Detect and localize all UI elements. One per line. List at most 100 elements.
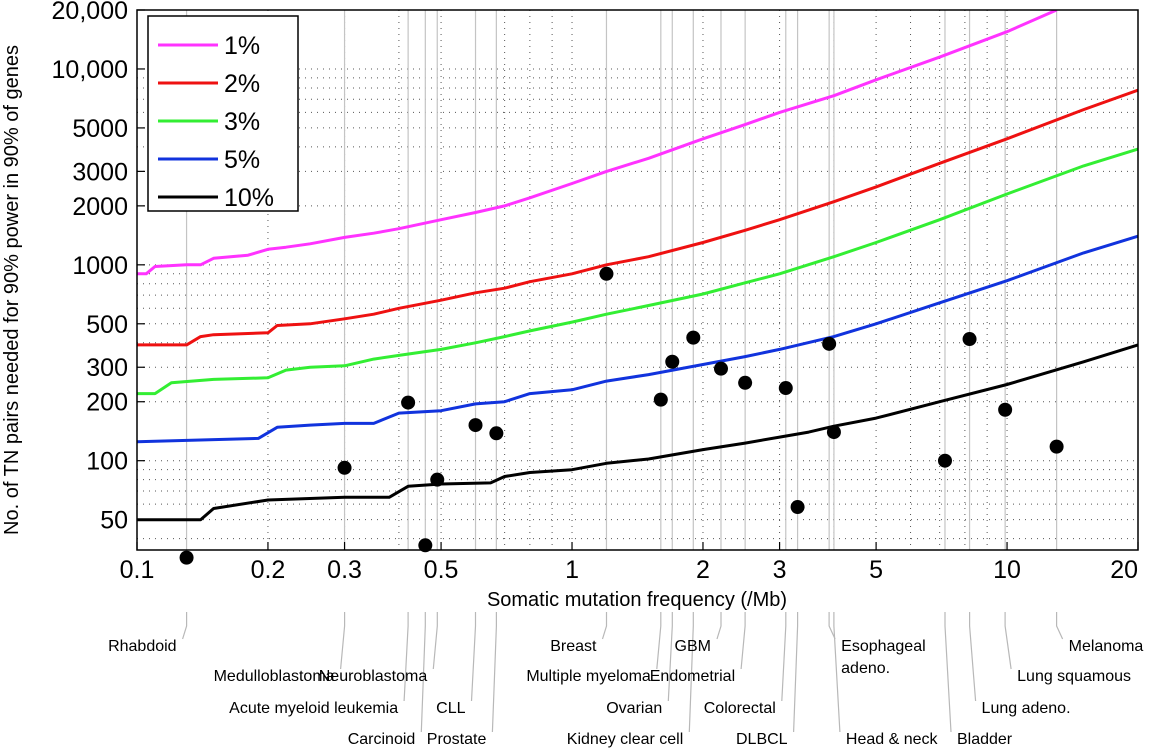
series-line (137, 10, 1058, 276)
leader-line (688, 612, 694, 733)
x-tick-label: 10 (993, 556, 1021, 584)
y-tick-label: 200 (86, 389, 128, 417)
series-line (137, 343, 1138, 522)
cancer-label: Endometrial (650, 668, 735, 685)
cancer-label: Ovarian (606, 700, 662, 717)
legend-label: 2% (224, 70, 260, 98)
y-tick-label: 2000 (72, 193, 128, 221)
y-tick-label: 1000 (72, 252, 128, 280)
cancer-label: Medulloblastoma (214, 668, 335, 685)
data-point (937, 453, 952, 468)
y-tick-label: 50 (100, 507, 128, 535)
series-line (137, 147, 1138, 396)
leader-line (403, 612, 409, 702)
leader-line (1055, 612, 1064, 640)
cancer-label: DLBCL (736, 731, 788, 748)
leader-line (716, 612, 722, 640)
cancer-label: Acute myeloid leukemia (229, 700, 398, 717)
cancer-label: Carcinoid (348, 731, 416, 748)
data-point (430, 472, 445, 487)
leader-line (833, 612, 841, 733)
y-axis-ticks: 50 100 200 300 500 1000 2000 3000 5000 10,000 20,0… (52, 0, 145, 535)
cancer-type-labels: Rhabdoid Medulloblastoma Acute myeloid leu… (108, 612, 1143, 748)
x-tick-label: 20 (1110, 556, 1138, 584)
y-tick-label: 300 (86, 354, 128, 382)
legend-label: 10% (224, 184, 274, 212)
data-point (468, 418, 483, 433)
cancer-label: CLL (436, 700, 465, 717)
cancer-label: Breast (550, 638, 597, 655)
cancer-label: adeno. (841, 660, 890, 677)
x-tick-label: 0.3 (327, 556, 362, 584)
leader-line (470, 612, 477, 702)
leader-line (182, 612, 188, 640)
x-axis-ticks: 0.1 0.2 0.3 0.5 1 2 3 5 10 20 (120, 542, 1139, 584)
cancer-label: Multiple myeloma (526, 668, 651, 685)
data-point (489, 426, 504, 441)
legend-label: 1% (224, 32, 260, 60)
x-tick-label: 0.2 (251, 556, 286, 584)
cancer-label: Rhabdoid (108, 638, 177, 655)
data-point (337, 460, 352, 475)
series-lines (137, 10, 1138, 522)
cancer-label: Prostate (427, 731, 487, 748)
y-tick-label: 10,000 (52, 56, 128, 84)
x-tick-label: 0.5 (424, 556, 459, 584)
y-tick-label: 500 (86, 311, 128, 339)
data-point (713, 361, 728, 376)
legend: 1% 2% 3% 5% 10% (147, 15, 299, 212)
leader-line (781, 612, 787, 702)
series-line (137, 88, 1138, 347)
x-axis-label: Somatic mutation frequency (/Mb) (487, 589, 787, 611)
data-point (599, 266, 614, 281)
y-axis-label: No. of TN pairs needed for 90% power in … (1, 45, 23, 535)
leader-line (793, 612, 799, 733)
data-point (686, 330, 701, 345)
data-point (738, 375, 753, 390)
cancer-label: Colorectal (704, 700, 776, 717)
y-tick-label: 20,000 (52, 0, 128, 25)
leader-line (968, 612, 977, 702)
cancer-points (179, 266, 1064, 565)
leader-line (740, 612, 746, 670)
cancer-label: Melanoma (1069, 638, 1144, 655)
data-point (418, 538, 433, 553)
leader-line (1004, 612, 1012, 670)
leader-line (828, 612, 836, 640)
cancer-label: GBM (675, 638, 711, 655)
leader-line (656, 612, 662, 670)
legend-box (147, 15, 299, 212)
legend-label: 3% (224, 108, 260, 136)
data-point (653, 392, 668, 407)
cancer-label: Neuroblastoma (319, 668, 428, 685)
series-line (137, 234, 1138, 444)
data-point (1049, 439, 1064, 454)
y-tick-label: 3000 (72, 158, 128, 186)
cancer-label: Lung squamous (1017, 668, 1131, 685)
data-point (179, 550, 194, 565)
data-point (665, 354, 680, 369)
data-point (401, 395, 416, 410)
legend-label: 5% (224, 146, 260, 174)
y-tick-label: 5000 (72, 115, 128, 143)
x-tick-label: 1 (565, 556, 579, 584)
leader-line (340, 612, 346, 670)
data-point (962, 332, 977, 347)
cancer-label: Lung adeno. (982, 700, 1071, 717)
x-tick-label: 0.1 (120, 556, 155, 584)
cancer-reference-lines (185, 10, 1058, 550)
y-tick-label: 100 (86, 448, 128, 476)
leader-line (601, 612, 608, 640)
data-point (790, 500, 805, 515)
cancer-label: Bladder (957, 731, 1013, 748)
data-point (778, 381, 793, 396)
cancer-label: Kidney clear cell (567, 731, 684, 748)
leader-line (432, 612, 438, 670)
leader-line (667, 612, 673, 702)
plot-frame (136, 9, 1139, 551)
leader-line (491, 612, 497, 733)
leader-line (944, 612, 952, 733)
data-point (822, 336, 837, 351)
cancer-label: Esophageal (841, 638, 926, 655)
